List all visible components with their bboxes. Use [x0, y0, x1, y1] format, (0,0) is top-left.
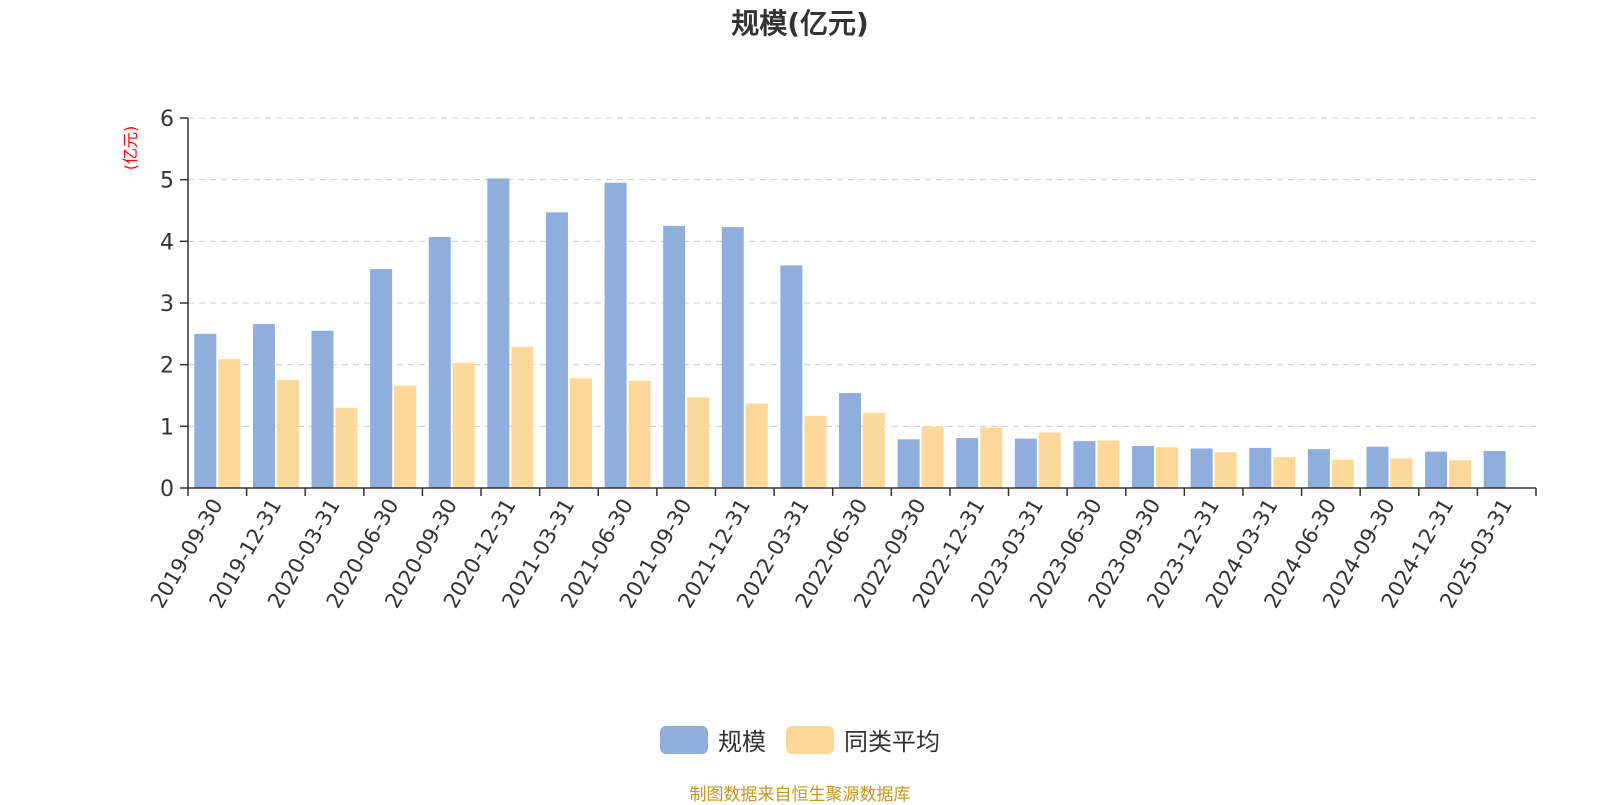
bar-series1 [721, 227, 744, 488]
bar-series1 [897, 439, 920, 488]
bar-series1 [1483, 451, 1506, 488]
bar-series2 [980, 427, 1003, 488]
bar-series1 [311, 330, 334, 488]
bar-series2 [1390, 458, 1413, 488]
bar-series2 [335, 407, 358, 488]
bar-series2 [628, 380, 651, 488]
bar-series2 [276, 380, 299, 488]
legend-swatch-series2 [786, 725, 834, 754]
bar-series1 [487, 178, 510, 488]
bar-series1 [780, 265, 803, 488]
bar-series2 [569, 378, 592, 488]
bar-series2 [921, 426, 944, 488]
bar-series1 [428, 237, 451, 488]
bar-series2 [1038, 432, 1061, 488]
y-axis-unit-label: (亿元) [121, 126, 140, 171]
y-tick-label: 4 [160, 230, 174, 255]
bar-series1 [1073, 441, 1096, 488]
bar-series2 [394, 385, 417, 488]
bar-series1 [1307, 449, 1330, 488]
bar-series2 [804, 415, 827, 488]
y-tick-label: 2 [160, 354, 174, 379]
bar-series2 [687, 397, 710, 488]
bar-series2 [452, 362, 475, 488]
bar-series1 [663, 225, 686, 488]
bar-series2 [1449, 460, 1472, 488]
y-tick-label: 5 [160, 169, 174, 194]
bar-series2 [218, 359, 241, 488]
bar-series2 [1214, 452, 1237, 488]
bar-series2 [1273, 457, 1296, 488]
bar-series1 [1132, 446, 1155, 488]
y-tick-label: 1 [160, 415, 174, 440]
bar-series1 [194, 333, 217, 488]
bar-series2 [511, 346, 534, 488]
bar-series1 [1190, 448, 1213, 488]
legend-swatch-series1 [660, 725, 708, 754]
bar-series2 [745, 403, 768, 488]
bar-series1 [1014, 438, 1037, 488]
bar-series1 [370, 269, 393, 488]
bar-series1 [956, 438, 979, 488]
bar-series1 [545, 212, 568, 488]
source-note: 制图数据来自恒生聚源数据库 [689, 785, 911, 805]
bar-series2 [863, 412, 885, 488]
legend: 规模 同类平均 [0, 722, 1600, 757]
y-tick-label: 6 [160, 107, 174, 132]
bar-series1 [1425, 451, 1448, 488]
bar-series2 [1156, 447, 1179, 488]
legend-label-series1: 规模 [718, 728, 766, 756]
bar-series1 [1249, 447, 1272, 488]
bar-series2 [1097, 440, 1120, 488]
legend-label-series2: 同类平均 [844, 728, 940, 756]
bar-series1 [252, 323, 275, 488]
y-tick-label: 0 [160, 477, 174, 502]
bar-series1 [604, 182, 627, 488]
legend-item-series2[interactable]: 同类平均 [786, 722, 940, 757]
chart-title: 规模(亿元) [731, 7, 869, 40]
bar-series1 [1366, 446, 1389, 488]
bar-series2 [1331, 459, 1354, 488]
legend-item-series1[interactable]: 规模 [660, 722, 766, 757]
y-tick-label: 3 [160, 292, 174, 317]
bar-series1 [839, 393, 861, 488]
